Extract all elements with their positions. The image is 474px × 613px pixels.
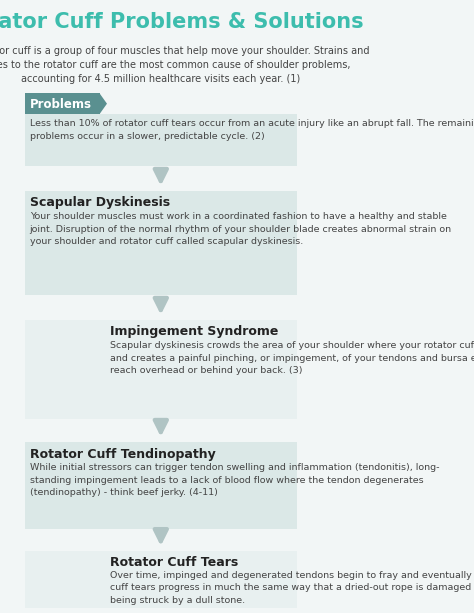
Bar <box>25 529 297 550</box>
Text: Rotator Cuff Problems & Solutions: Rotator Cuff Problems & Solutions <box>0 12 364 32</box>
Text: Rotator Cuff Tears: Rotator Cuff Tears <box>110 555 238 569</box>
Text: While initial stressors can trigger tendon swelling and inflammation (tendonitis: While initial stressors can trigger tend… <box>30 463 439 497</box>
Bar <box>25 295 297 319</box>
Text: Impingement Syndrome: Impingement Syndrome <box>110 326 278 338</box>
Bar <box>25 319 297 419</box>
Bar <box>25 441 297 529</box>
Polygon shape <box>100 93 107 114</box>
Text: Scapular Dyskinesis: Scapular Dyskinesis <box>30 197 170 210</box>
Bar <box>25 419 297 441</box>
Text: Less than 10% of rotator cuff tears occur from an acute injury like an abrupt fa: Less than 10% of rotator cuff tears occu… <box>30 119 474 140</box>
Text: Rotator Cuff Tendinopathy: Rotator Cuff Tendinopathy <box>30 447 215 460</box>
Text: Scapular dyskinesis crowds the area of your shoulder where your rotator cuff ten: Scapular dyskinesis crowds the area of y… <box>110 341 474 375</box>
Text: Your rotator cuff is a group of four muscles that help move your shoulder. Strai: Your rotator cuff is a group of four mus… <box>0 45 370 85</box>
Bar <box>25 0 297 94</box>
Text: Problems: Problems <box>30 97 91 111</box>
Bar <box>25 191 297 295</box>
Text: Over time, impinged and degenerated tendons begin to fray and eventually tear. R: Over time, impinged and degenerated tend… <box>110 571 474 604</box>
Bar <box>25 93 100 114</box>
Bar <box>25 550 297 608</box>
Text: Your shoulder muscles must work in a coordinated fashion to have a healthy and s: Your shoulder muscles must work in a coo… <box>30 212 452 246</box>
Bar <box>25 166 297 191</box>
Bar <box>25 114 297 166</box>
